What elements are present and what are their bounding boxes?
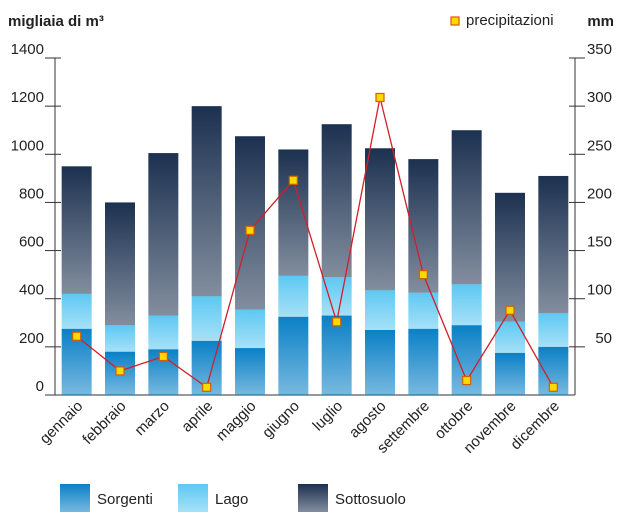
bar-segment [148, 153, 179, 316]
bar-segment [538, 175, 569, 314]
bar-segment [61, 166, 92, 294]
bar-segment [321, 277, 352, 316]
line-marker [115, 366, 125, 376]
bar-segment [365, 290, 395, 331]
y-tick-label: 600 [19, 234, 44, 251]
x-tick-label: gennaio [37, 398, 87, 448]
line [76, 97, 554, 389]
line-marker [158, 351, 168, 362]
bar-segment [408, 292, 439, 329]
bar-segment [321, 315, 352, 395]
bar-segment [538, 313, 569, 347]
bar-segment [321, 124, 352, 278]
chart-title: migliaia di m³ [8, 13, 104, 30]
line-marker [548, 382, 558, 392]
bar-segment [495, 352, 525, 395]
bar-segment [278, 316, 309, 395]
y-tick-label: 800 [19, 185, 44, 202]
legend-swatch [60, 484, 90, 512]
legend-swatch [178, 484, 208, 512]
y2-tick-label: 100 [587, 282, 612, 299]
x-tick-label: maggio [213, 398, 260, 445]
y-tick-label: 1000 [11, 137, 44, 154]
y-tick-label: 0 [36, 378, 44, 395]
bar-segment [451, 284, 482, 326]
y2-tick-label: 200 [587, 185, 612, 202]
line-marker [288, 175, 298, 185]
y2-tick-label: 350 [587, 41, 612, 58]
legend-label: Sorgenti [97, 491, 153, 508]
y-tick-label: 200 [19, 330, 44, 347]
y2-tick-label: 300 [587, 89, 612, 106]
legend-marker [450, 16, 460, 26]
bar-segment [365, 330, 395, 395]
line-marker [202, 382, 212, 392]
bar-segment [61, 293, 92, 329]
line-marker [332, 317, 342, 327]
y-tick-label: 400 [19, 282, 44, 299]
y2-tick-label: 150 [587, 234, 612, 251]
bar-segment [235, 136, 265, 310]
bar-segment [235, 348, 265, 395]
line-marker [418, 270, 428, 280]
bar-segment [235, 309, 265, 349]
y-tick-label: 1400 [11, 41, 44, 58]
line-marker [245, 225, 255, 235]
legend-label: Lago [215, 491, 248, 508]
bar-segment [408, 328, 439, 395]
line-marker [462, 375, 472, 386]
x-tick-label: aprile [178, 398, 216, 436]
y2-tick-label: 50 [595, 330, 612, 347]
x-tick-label: marzo [131, 398, 172, 439]
y-tick-label: 1200 [11, 89, 44, 106]
bar-segment [105, 325, 135, 352]
line-marker [375, 92, 385, 103]
bar-segment [148, 315, 179, 350]
legend-label: precipitazioni [466, 12, 554, 29]
bar-segment [495, 192, 525, 322]
legend-swatch [298, 484, 328, 512]
bar-segment [278, 275, 309, 317]
x-tick-label: febbraio [79, 398, 129, 448]
bar-segment [191, 296, 222, 341]
legend-label: Sottosuolo [335, 491, 406, 508]
line-marker [505, 305, 515, 315]
bar-segment [451, 130, 482, 285]
y2-tick-label: 250 [587, 137, 612, 154]
x-tick-label: giugno [259, 398, 303, 442]
x-tick-label: luglio [310, 398, 347, 435]
y2-axis-title: mm [587, 13, 614, 30]
bar-segment [365, 148, 395, 291]
bar-segment [191, 106, 222, 297]
bar-segment [105, 202, 135, 326]
line-marker [72, 331, 82, 341]
